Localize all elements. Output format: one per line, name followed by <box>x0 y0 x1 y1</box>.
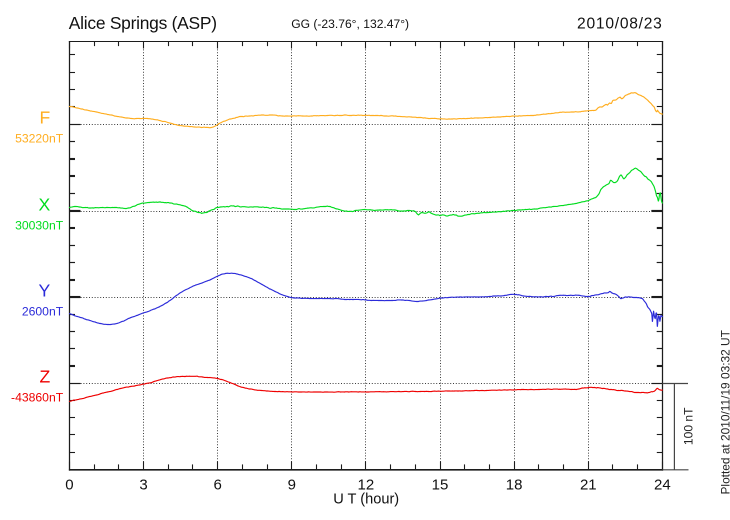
svg-text:GG (-23.76°, 132.47°): GG (-23.76°, 132.47°) <box>291 17 409 31</box>
svg-text:X: X <box>39 195 51 215</box>
svg-text:Z: Z <box>40 367 51 387</box>
svg-text:2010/08/23: 2010/08/23 <box>577 16 663 33</box>
svg-text:30030nT: 30030nT <box>15 219 64 233</box>
svg-text:-43860nT: -43860nT <box>11 391 64 405</box>
svg-text:6: 6 <box>214 477 222 494</box>
svg-text:Plotted at 2010/11/19 03:32 UT: Plotted at 2010/11/19 03:32 UT <box>718 330 730 494</box>
svg-text:Alice Springs (ASP): Alice Springs (ASP) <box>69 13 217 33</box>
svg-text:3: 3 <box>139 477 147 494</box>
svg-text:9: 9 <box>288 477 296 494</box>
svg-text:53220nT: 53220nT <box>15 132 64 146</box>
svg-text:15: 15 <box>432 477 449 494</box>
svg-text:21: 21 <box>580 477 597 494</box>
svg-text:2600nT: 2600nT <box>22 305 64 319</box>
svg-text:18: 18 <box>506 477 523 494</box>
svg-text:12: 12 <box>358 477 375 494</box>
svg-text:100 nT: 100 nT <box>682 407 696 445</box>
svg-text:F: F <box>40 108 51 128</box>
svg-text:24: 24 <box>654 477 671 494</box>
svg-text:0: 0 <box>65 477 73 494</box>
svg-text:U T (hour): U T (hour) <box>333 492 399 508</box>
svg-text:Y: Y <box>39 281 51 301</box>
